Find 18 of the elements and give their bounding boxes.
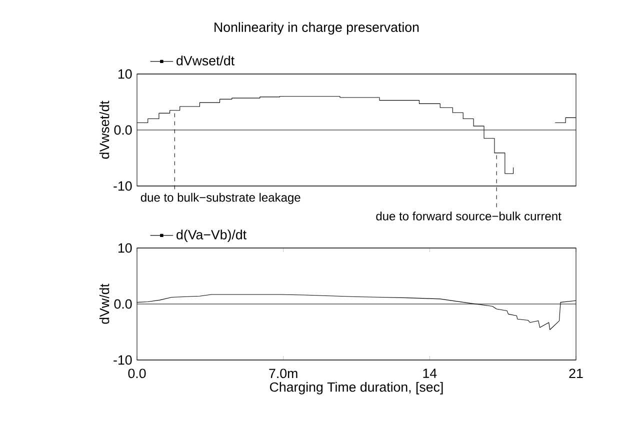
x-tick-label: 0.0 (128, 368, 146, 378)
y-tick-label: 10 (118, 243, 132, 253)
x-tick-label: 7.0m (269, 368, 298, 378)
y-tick-label: 0.0 (114, 299, 132, 309)
legend-label: d(Va−Vb)/dt (176, 230, 246, 242)
annotation: due to forward source−bulk current (376, 212, 562, 220)
y-tick-label: -10 (114, 181, 132, 191)
y-axis-title: dVwset/dt (99, 100, 110, 159)
y-tick-label: -10 (114, 355, 132, 365)
chart-title: Nonlinearity in charge preservation (214, 22, 419, 35)
legend-label: dVwset/dt (176, 56, 234, 66)
x-tick-label: 14 (423, 368, 437, 378)
annotation: due to bulk−substrate leakage (140, 192, 300, 204)
y-axis-title: dVw/dt (99, 284, 110, 324)
y-tick-label: 10 (118, 69, 132, 79)
x-axis-title: Charging Time duration, [sec] (270, 382, 443, 394)
x-tick-label: 21 (569, 368, 583, 378)
y-tick-label: 0.0 (114, 125, 132, 135)
